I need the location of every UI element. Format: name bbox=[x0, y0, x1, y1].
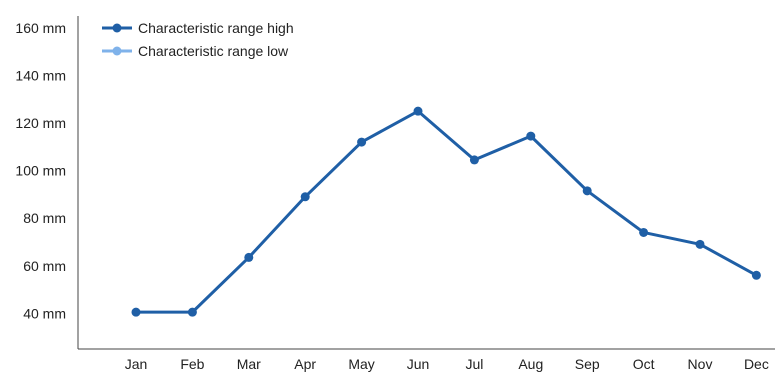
data-point[interactable] bbox=[469, 155, 479, 165]
x-tick-label: Aug bbox=[518, 356, 543, 372]
x-tick-label: May bbox=[348, 356, 374, 372]
legend: Characteristic range high Characteristic… bbox=[102, 20, 294, 59]
legend-label-low: Characteristic range low bbox=[138, 43, 289, 59]
y-tick-label: 160 mm bbox=[15, 20, 66, 36]
x-tick-label: Oct bbox=[633, 356, 655, 372]
legend-marker-high bbox=[112, 23, 122, 33]
series-line-0 bbox=[136, 109, 758, 314]
x-tick-label: Nov bbox=[688, 356, 713, 372]
y-tick-label: 40 mm bbox=[23, 305, 66, 321]
x-tick-label: Dec bbox=[744, 356, 769, 372]
x-axis: Jan Feb Mar Apr May Jun Jul Aug Sep Oct Nov Dec bbox=[78, 348, 775, 372]
y-tick-label: 100 mm bbox=[15, 163, 66, 179]
data-point[interactable] bbox=[639, 227, 649, 237]
y-tick-label: 140 mm bbox=[15, 67, 66, 83]
y-tick-label: 60 mm bbox=[23, 258, 66, 274]
y-axis: 160 mm 140 mm 120 mm 100 mm 80 mm 60 mm 40 mm bbox=[15, 16, 79, 349]
data-point[interactable] bbox=[695, 239, 705, 249]
legend-item-low[interactable]: Characteristic range low bbox=[102, 43, 289, 59]
x-tick-label: Feb bbox=[180, 356, 204, 372]
legend-marker-low bbox=[112, 46, 122, 56]
x-tick-label: Jun bbox=[407, 356, 430, 372]
data-point[interactable] bbox=[187, 307, 197, 317]
data-point[interactable] bbox=[413, 106, 423, 116]
legend-label-high: Characteristic range high bbox=[138, 20, 294, 36]
data-point[interactable] bbox=[131, 307, 141, 317]
data-point[interactable] bbox=[244, 252, 254, 262]
x-tick-label: Apr bbox=[294, 356, 316, 372]
y-tick-label: 120 mm bbox=[15, 115, 66, 131]
data-point[interactable] bbox=[526, 131, 536, 141]
data-point[interactable] bbox=[582, 186, 592, 196]
legend-item-high[interactable]: Characteristic range high bbox=[102, 20, 294, 36]
x-tick-label: Jul bbox=[465, 356, 483, 372]
x-tick-label: Jan bbox=[125, 356, 148, 372]
x-tick-label: Mar bbox=[237, 356, 261, 372]
data-point[interactable] bbox=[751, 270, 761, 280]
y-tick-label: 80 mm bbox=[23, 210, 66, 226]
data-point[interactable] bbox=[357, 137, 367, 147]
data-point[interactable] bbox=[300, 192, 310, 202]
x-tick-label: Sep bbox=[575, 356, 600, 372]
